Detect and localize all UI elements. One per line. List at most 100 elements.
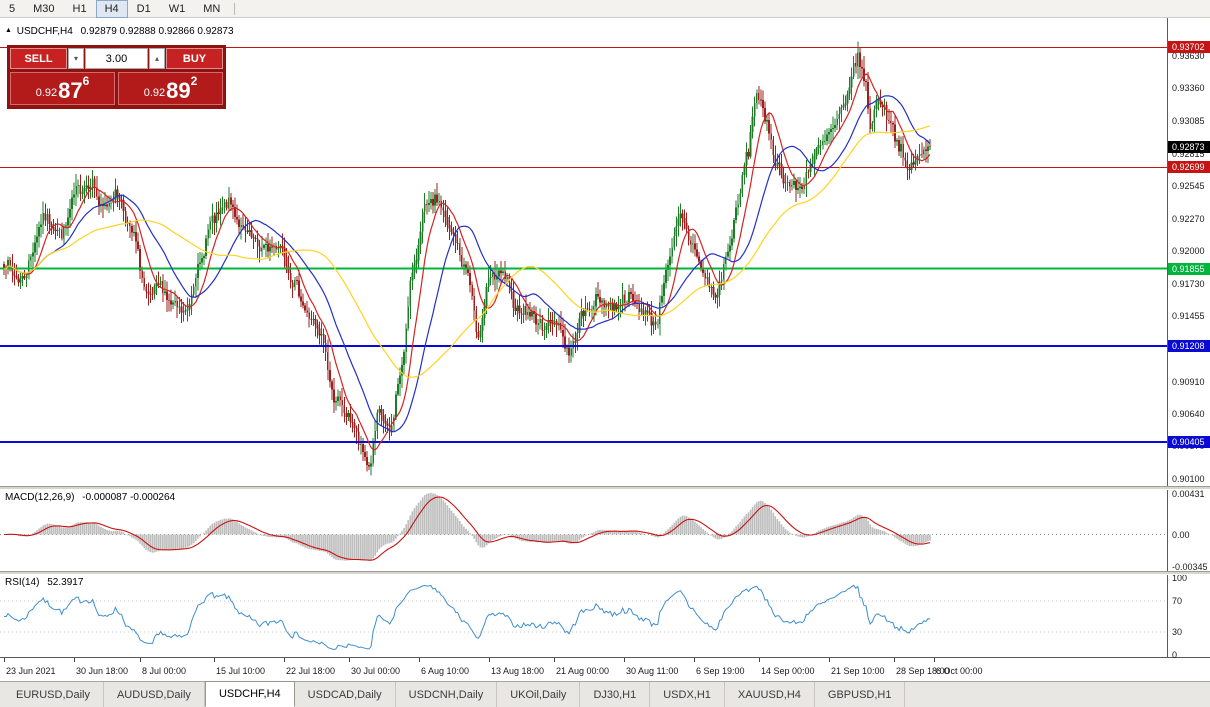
chart-tab-gbpusd-h1[interactable]: GBPUSD,H1 xyxy=(815,682,906,707)
chart-tab-usdchf-h4[interactable]: USDCHF,H4 xyxy=(204,681,295,707)
rsi-value: 52.3917 xyxy=(47,577,84,588)
timeframe-button-mn[interactable]: MN xyxy=(203,2,221,15)
chevron-down-icon: ▾ xyxy=(73,54,78,63)
buy-price-prefix: 0.92 xyxy=(143,87,166,99)
rsi-indicator-label: RSI(14) xyxy=(5,577,40,588)
price-axis-label: 0.91730 xyxy=(1172,279,1205,289)
buy-button[interactable]: BUY xyxy=(166,48,223,69)
time-axis-tick xyxy=(4,658,5,662)
macd-pane-splitter[interactable] xyxy=(0,486,1210,490)
volume-decrease-button[interactable]: ▾ xyxy=(68,48,84,69)
chart-header: ▲ USDCHF,H4 0.92879 0.92888 0.92866 0.92… xyxy=(5,26,234,37)
time-axis-label: 6 Aug 10:00 xyxy=(421,666,470,676)
time-axis-tick xyxy=(489,658,490,662)
time-axis-label: 8 Jul 00:00 xyxy=(142,666,187,676)
time-axis-label: 22 Jul 18:00 xyxy=(286,666,336,676)
chart-symbol-title: USDCHF,H4 xyxy=(16,26,73,37)
time-axis-tick xyxy=(934,658,935,662)
time-axis-tick xyxy=(140,658,141,662)
timeframe-button-d1[interactable]: D1 xyxy=(136,2,151,15)
chart-tab-usdcad-daily[interactable]: USDCAD,Daily xyxy=(295,682,396,707)
macd-indicator-pane[interactable]: MACD(12,26,9) -0.000087 -0.000264 xyxy=(0,490,1167,571)
macd-axis-label: -0.00345 xyxy=(1172,562,1208,572)
timeframe-button-5[interactable]: 5 xyxy=(9,2,16,15)
chart-tab-usdcnh-daily[interactable]: USDCNH,Daily xyxy=(396,682,498,707)
volume-input[interactable]: 3.00 xyxy=(85,48,148,69)
price-axis-label: 0.92270 xyxy=(1172,214,1205,224)
chart-tab-bar: EURUSD,Daily AUDUSD,Daily USDCHF,H4 USDCAD,… xyxy=(0,681,1210,707)
price-axis-label: 0.93630 xyxy=(1172,51,1205,61)
rsi-axis-label: 0 xyxy=(1172,650,1178,660)
current-price-label: 0.92873 xyxy=(1168,141,1210,153)
price-axis-label: 0.90100 xyxy=(1172,474,1205,484)
macd-header: MACD(12,26,9) -0.000087 -0.000264 xyxy=(5,492,175,503)
chart-tab-xauusd-h4[interactable]: XAUUSD,H4 xyxy=(725,682,815,707)
timeframe-button-h4[interactable]: H4 xyxy=(95,0,128,18)
price-chart-pane[interactable]: ▲ USDCHF,H4 0.92879 0.92888 0.92866 0.92… xyxy=(0,18,1167,486)
buy-price-display[interactable]: 0.92 89 2 xyxy=(118,72,223,105)
sell-button[interactable]: SELL xyxy=(10,48,67,69)
chevron-up-icon: ▴ xyxy=(154,54,159,63)
chart-collapse-icon[interactable]: ▲ xyxy=(5,27,12,34)
time-axis-label: 30 Aug 11:00 xyxy=(626,666,679,676)
time-axis[interactable]: 23 Jun 2021 30 Jun 18:00 8 Jul 00:00 15 Jul… xyxy=(0,657,1210,681)
sell-price-pip-digit: 6 xyxy=(82,74,90,88)
time-axis-tick xyxy=(624,658,625,662)
time-axis-label: 6 Sep 19:00 xyxy=(696,666,745,676)
time-axis-label: 23 Jun 2021 xyxy=(6,666,56,676)
price-axis-label: 0.92815 xyxy=(1172,149,1205,159)
timeframe-button-w1[interactable]: W1 xyxy=(168,2,186,15)
timeframe-toolbar: 5 M30 H1 H4 D1 W1 MN xyxy=(0,0,1210,18)
rsi-header: RSI(14) 52.3917 xyxy=(5,577,83,588)
chart-tab-audusd-daily[interactable]: AUDUSD,Daily xyxy=(104,682,205,707)
timeframe-button-h1[interactable]: H1 xyxy=(72,2,87,15)
one-click-trading-panel: SELL ▾ 3.00 ▴ BUY 0.92 87 6 0.92 89 2 xyxy=(7,45,226,109)
time-axis-tick xyxy=(284,658,285,662)
time-axis-label: 21 Sep 10:00 xyxy=(831,666,885,676)
timeframe-button-m30[interactable]: M30 xyxy=(33,2,55,15)
price-axis[interactable]: 0.93630 0.93360 0.93085 0.92815 0.92545 0.922… xyxy=(1167,18,1210,660)
price-line-label: 0.91855 xyxy=(1168,263,1210,275)
time-axis-tick xyxy=(214,658,215,662)
buy-price-big-digits: 89 xyxy=(166,78,191,103)
chart-tab-dj30-h1[interactable]: DJ30,H1 xyxy=(580,682,651,707)
chart-tab-eurusd-daily[interactable]: EURUSD,Daily xyxy=(3,682,104,707)
time-axis-tick xyxy=(554,658,555,662)
rsi-axis-label: 100 xyxy=(1172,573,1188,583)
price-line-label: 0.91208 xyxy=(1168,340,1210,352)
price-line-label: 0.92699 xyxy=(1168,161,1210,173)
rsi-axis-label: 30 xyxy=(1172,627,1183,637)
time-axis-label: 30 Jul 00:00 xyxy=(351,666,401,676)
time-axis-label: 14 Sep 00:00 xyxy=(761,666,815,676)
price-axis-label: 0.92545 xyxy=(1172,181,1205,191)
sell-price-prefix: 0.92 xyxy=(35,87,58,99)
toolbar-separator xyxy=(234,2,236,15)
chart-ohlc-readout: 0.92879 0.92888 0.92866 0.92873 xyxy=(80,26,234,37)
time-axis-tick xyxy=(759,658,760,662)
price-line-label: 0.90405 xyxy=(1168,436,1210,448)
macd-indicator-label: MACD(12,26,9) xyxy=(5,492,75,503)
price-axis-label: 0.93360 xyxy=(1172,83,1205,93)
chart-tab-ukoil-daily[interactable]: UKOil,Daily xyxy=(497,682,581,707)
volume-increase-button[interactable]: ▴ xyxy=(149,48,165,69)
price-line-label: 0.93702 xyxy=(1168,41,1210,53)
buy-price-pip-digit: 2 xyxy=(190,74,198,88)
time-axis-tick xyxy=(894,658,895,662)
rsi-pane-splitter[interactable] xyxy=(0,571,1210,575)
sell-price-display[interactable]: 0.92 87 6 xyxy=(10,72,115,105)
time-axis-tick xyxy=(74,658,75,662)
time-axis-label: 6 Oct 00:00 xyxy=(936,666,983,676)
macd-values: -0.000087 -0.000264 xyxy=(82,492,176,503)
time-axis-label: 15 Jul 10:00 xyxy=(216,666,266,676)
price-axis-label: 0.90640 xyxy=(1172,409,1205,419)
rsi-indicator-pane[interactable]: RSI(14) 52.3917 xyxy=(0,575,1167,657)
time-axis-tick xyxy=(349,658,350,662)
price-axis-label: 0.93085 xyxy=(1172,116,1205,126)
price-axis-label: 0.90910 xyxy=(1172,377,1205,387)
time-axis-label: 28 Sep 18:00 xyxy=(896,666,950,676)
time-axis-tick xyxy=(694,658,695,662)
chart-tab-usdx-h1[interactable]: USDX,H1 xyxy=(650,682,725,707)
time-axis-label: 13 Aug 18:00 xyxy=(491,666,545,676)
time-axis-label: 30 Jun 18:00 xyxy=(76,666,129,676)
